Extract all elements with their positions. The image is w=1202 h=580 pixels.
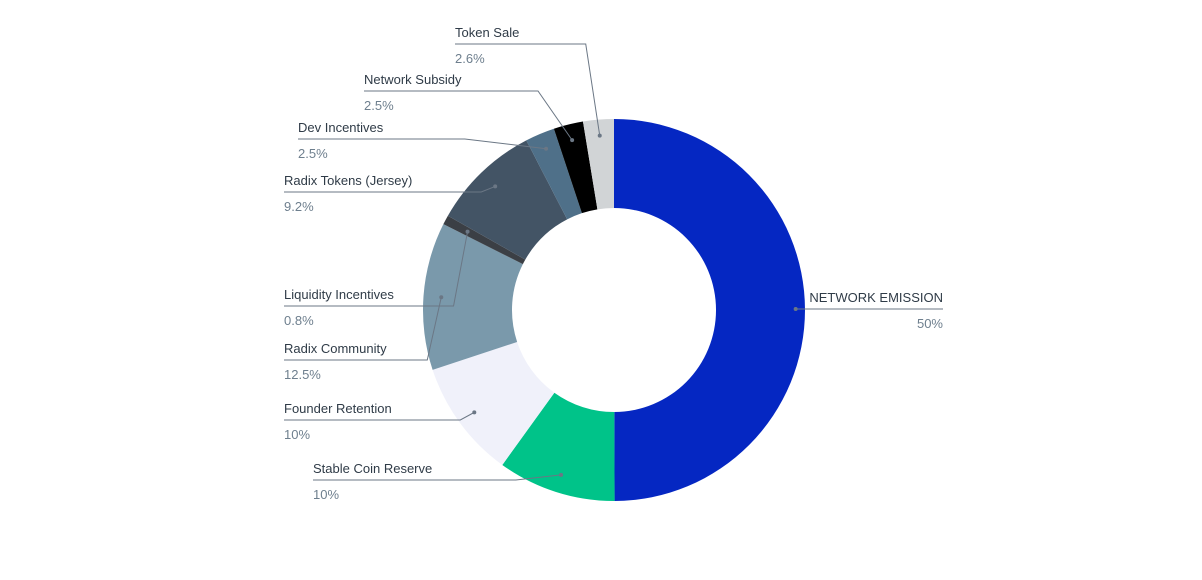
value-stable-coin-reserve: 10%	[313, 487, 339, 502]
leader-line-founder-retention	[284, 411, 475, 421]
value-liquidity-incentives: 0.8%	[284, 313, 314, 328]
value-founder-retention: 10%	[284, 427, 310, 442]
chart-slices	[422, 119, 805, 501]
value-network-subsidy: 2.5%	[364, 98, 394, 113]
slice-network-subsidy[interactable]	[553, 121, 598, 214]
slice-radix-tokens-jersey[interactable]	[447, 140, 568, 260]
slice-token-sale[interactable]	[582, 119, 614, 210]
label-founder-retention: Founder Retention	[284, 401, 392, 416]
leader-line-network-subsidy	[364, 90, 573, 141]
label-network-subsidy: Network Subsidy	[364, 72, 462, 87]
value-network-emission: 50%	[917, 316, 943, 331]
slice-stable-coin-reserve[interactable]	[502, 392, 615, 501]
slice-liquidity-incentives[interactable]	[443, 215, 526, 265]
label-radix-community: Radix Community	[284, 341, 387, 356]
label-dev-incentives: Dev Incentives	[298, 120, 384, 135]
slice-founder-retention[interactable]	[432, 341, 555, 465]
value-radix-tokens-jersey: 9.2%	[284, 199, 314, 214]
value-dev-incentives: 2.5%	[298, 146, 328, 161]
label-network-emission: NETWORK EMISSION	[809, 290, 943, 305]
chart-leader-lines	[284, 43, 943, 481]
leader-line-stable-coin-reserve	[313, 474, 562, 481]
leader-line-liquidity-incentives	[284, 231, 469, 307]
label-stable-coin-reserve: Stable Coin Reserve	[313, 461, 432, 476]
label-liquidity-incentives: Liquidity Incentives	[284, 287, 394, 302]
leader-line-radix-tokens-jersey	[284, 185, 496, 193]
chart-labels: NETWORK EMISSION 50% Stable Coin Reserve 10…	[284, 25, 943, 502]
slice-radix-community[interactable]	[422, 224, 523, 370]
leader-line-token-sale	[455, 43, 601, 136]
value-radix-community: 12.5%	[284, 367, 321, 382]
value-token-sale: 2.6%	[455, 51, 485, 66]
leader-line-radix-community	[284, 297, 442, 361]
label-radix-tokens-jersey: Radix Tokens (Jersey)	[284, 173, 412, 188]
leader-line-dev-incentives	[298, 138, 547, 150]
slice-network-emission[interactable]	[614, 119, 805, 501]
slice-dev-incentives[interactable]	[526, 128, 582, 220]
label-token-sale: Token Sale	[455, 25, 519, 40]
